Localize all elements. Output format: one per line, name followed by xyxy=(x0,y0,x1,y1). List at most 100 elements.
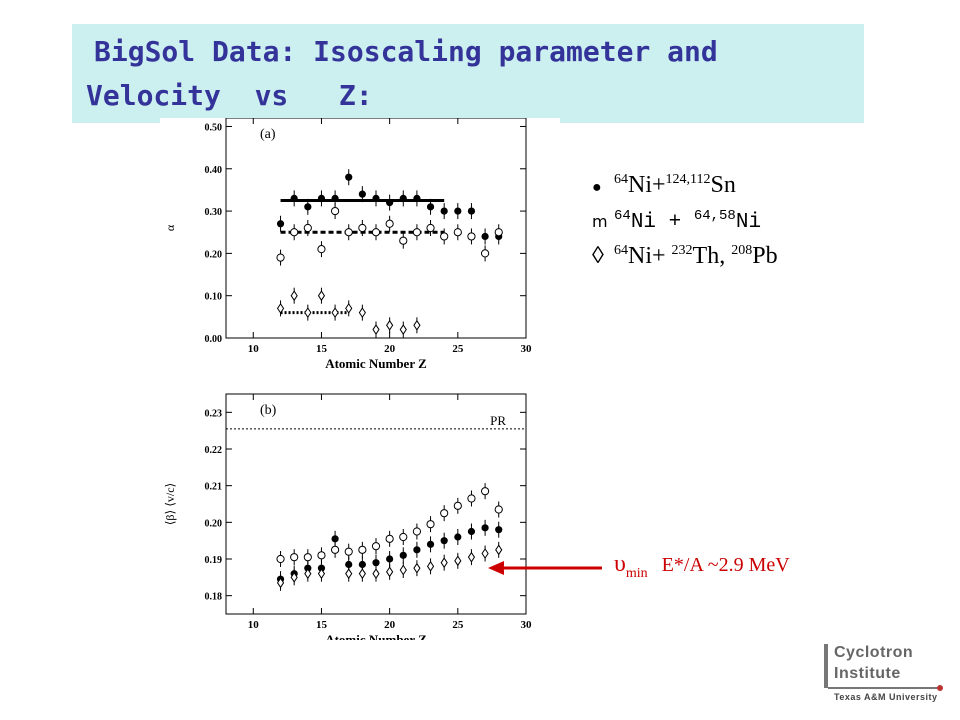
chart-panel-a: 10 15 20 25 30 0.00 0.10 0.20 0.30 0.40 0.50 Atomic… xyxy=(163,118,532,371)
legend-item-th-pb: ◊ 64Ni+ 232Th, 208Pb xyxy=(592,243,778,270)
data-point-filled xyxy=(413,546,421,554)
slide-title: BigSol Data: Isoscaling parameter and Ve… xyxy=(86,30,846,118)
panel-label: (b) xyxy=(260,403,277,418)
data-point-open xyxy=(412,527,422,536)
x-axis-label: Atomic Number Z xyxy=(325,632,427,640)
data-point-diamond xyxy=(467,551,476,563)
vmin-subscript: min xyxy=(625,565,648,581)
data-point-filled xyxy=(440,537,448,545)
data-point-open xyxy=(494,505,503,514)
y-tick-label: 0.10 xyxy=(205,292,223,303)
data-point-filled xyxy=(276,220,285,228)
open-circle-icon: m xyxy=(592,212,608,231)
data-point-open xyxy=(426,223,435,233)
x-tick-label: 10 xyxy=(248,619,260,631)
data-point-filled xyxy=(358,190,366,198)
data-point-filled xyxy=(426,203,435,211)
y-tick-label: 0.22 xyxy=(205,445,223,456)
data-point-diamond xyxy=(304,568,312,580)
data-point-open xyxy=(412,228,422,237)
data-point-filled xyxy=(495,526,503,534)
data-point-filled xyxy=(399,551,407,559)
legend-sup: 64,58 xyxy=(693,208,736,224)
data-point-diamond xyxy=(386,566,394,578)
data-point-filled xyxy=(481,524,489,532)
legend-sup: 64 xyxy=(614,243,628,258)
reference-line-label: PR xyxy=(490,413,506,428)
legend-item-sn: ● 64Ni+124,112Sn xyxy=(592,172,736,199)
data-point-filled xyxy=(290,194,298,202)
plot-frame xyxy=(225,393,527,615)
y-tick-label: 0.20 xyxy=(205,518,223,529)
title-bar xyxy=(72,24,864,123)
legend-sup: 64 xyxy=(614,208,631,224)
data-point-diamond xyxy=(276,577,285,589)
x-tick-label: 15 xyxy=(316,343,328,355)
data-point-diamond xyxy=(454,555,462,567)
logo-line2: Institute xyxy=(834,665,901,682)
data-point-filled xyxy=(386,199,394,207)
data-point-diamond xyxy=(331,307,339,319)
data-point-diamond xyxy=(276,302,285,314)
data-point-filled xyxy=(345,173,353,181)
legend-sup: 208 xyxy=(731,243,753,258)
vmin-symbol: υ xyxy=(614,551,626,577)
data-point-filled xyxy=(467,527,476,536)
data-point-filled xyxy=(331,194,339,202)
data-point-open xyxy=(480,249,490,258)
data-point-open xyxy=(358,545,367,554)
data-point-open xyxy=(290,553,299,562)
data-point-filled xyxy=(345,560,353,569)
data-point-open xyxy=(330,545,340,554)
data-point-diamond xyxy=(440,557,448,569)
data-point-diamond xyxy=(481,548,489,559)
data-point-diamond xyxy=(372,324,380,335)
data-point-diamond xyxy=(399,324,407,335)
y-tick-label: 0.20 xyxy=(205,249,223,260)
data-point-filled xyxy=(304,203,312,211)
data-point-open xyxy=(467,232,476,241)
x-tick-label: 25 xyxy=(452,343,464,355)
data-point-open xyxy=(453,501,462,510)
data-point-open xyxy=(440,509,449,518)
data-point-filled xyxy=(440,207,448,215)
data-point-open xyxy=(344,228,353,237)
data-point-open xyxy=(494,228,503,237)
data-point-open xyxy=(358,223,367,233)
y-axis-label: α xyxy=(163,224,177,231)
y-tick-label: 0.30 xyxy=(205,207,223,218)
logo-line3: Texas A&M University xyxy=(834,692,938,702)
legend-text: Ni + xyxy=(630,211,694,234)
data-point-diamond xyxy=(304,307,312,319)
data-point-filled xyxy=(426,540,435,548)
data-point-open xyxy=(290,228,299,237)
y-tick-label: 0.23 xyxy=(205,408,223,419)
legend-text: Ni xyxy=(735,211,762,234)
data-point-diamond xyxy=(290,290,298,302)
data-point-filled xyxy=(467,207,476,215)
plots-figure: 10 15 20 25 30 0.00 0.10 0.20 0.30 0.40 0.50 Atomic… xyxy=(160,118,560,640)
data-point-diamond xyxy=(372,568,380,580)
data-point-open xyxy=(440,232,449,241)
data-point-diamond xyxy=(426,560,435,572)
data-point-open xyxy=(453,228,462,237)
legend-text: Sn xyxy=(710,172,736,198)
data-point-filled xyxy=(372,194,380,202)
data-point-filled xyxy=(331,535,339,543)
data-point-diamond xyxy=(399,564,407,576)
data-point-open xyxy=(330,206,340,216)
x-tick-label: 15 xyxy=(316,619,328,631)
data-point-filled xyxy=(481,232,489,241)
data-point-diamond xyxy=(386,319,394,331)
legend-text: Ni+ xyxy=(628,172,666,198)
data-point-open xyxy=(371,228,381,237)
data-point-filled xyxy=(399,194,407,202)
data-point-diamond xyxy=(317,290,326,302)
data-point-open xyxy=(303,223,312,233)
legend-text: Th, xyxy=(692,243,732,269)
slide-title-line1: BigSol Data: Isoscaling parameter and xyxy=(94,35,718,68)
data-point-diamond xyxy=(413,319,421,331)
data-point-diamond xyxy=(495,544,503,556)
y-tick-label: 0.50 xyxy=(205,122,223,133)
vmin-energy: E*/A ~2.9 MeV xyxy=(661,554,790,576)
